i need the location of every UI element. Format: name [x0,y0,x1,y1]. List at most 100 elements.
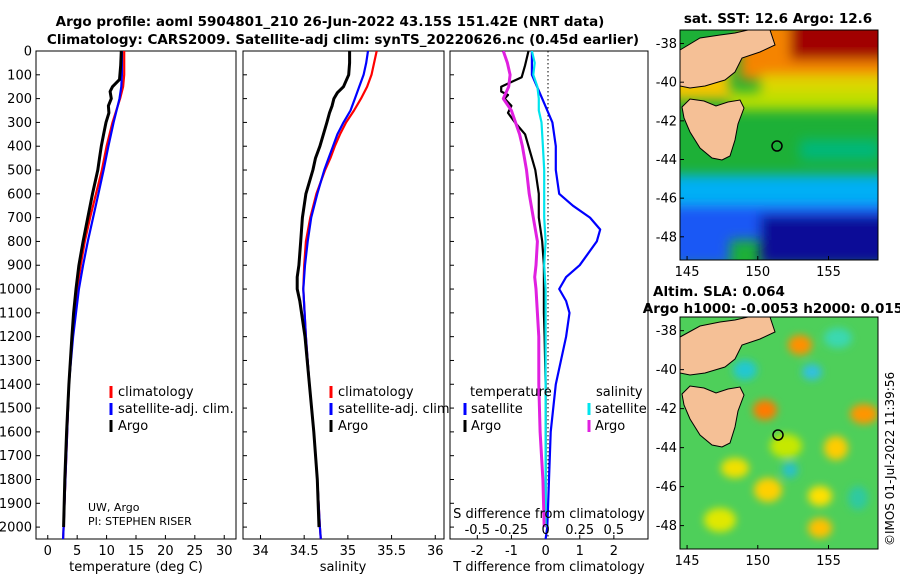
depth-tick-label: 300 [7,116,32,131]
latitude-tick-label: -44 [656,153,677,168]
t-difference-tick-label: 1 [576,544,584,559]
sst-map-ticks: 145 150 155 -38 -40 -42 -44 -46 -48 [656,37,841,280]
t-difference-xlabel: T difference from climatology [452,560,645,575]
sla-map-title: Altim. SLA: 0.064 [653,284,785,300]
difference-panel: -2 -1 0 1 2 T difference from climatology S … [449,50,649,575]
argo-line [295,51,352,528]
sla-map-frame [679,316,879,550]
legend-temperature-heading: temperature [470,385,552,400]
temperature-tick-label: 5 [73,544,81,559]
depth-tick-label: 100 [7,68,32,83]
latitude-tick-label: -46 [656,192,677,207]
legend-argo-label: Argo [338,419,368,434]
salinity-satellite-line [530,51,547,528]
sst-argo-location-marker [771,140,783,152]
latitude-tick-label: -46 [656,480,677,495]
latitude-tick-label: -48 [656,519,677,534]
depth-tick-label: 1300 [0,354,32,369]
sla-map-panel: Altim. SLA: 0.064 Argo h1000: -0.0053 h2… [643,284,900,569]
sla-mainland-coast [679,316,776,376]
depth-tick-label: 1500 [0,402,32,417]
s-difference-tick-label: -0.25 [495,523,529,538]
salinity-series [295,51,378,539]
longitude-tick-label: 155 [816,265,841,280]
depth-tick-label: 200 [7,92,32,107]
depth-tick-label: 1200 [0,330,32,345]
sst-map-panel: sat. SST: 12.6 Argo: 12.6 145 150 155 -38 -4… [656,11,879,280]
depth-tick-label: 600 [7,187,32,202]
temperature-xlabel: temperature (deg C) [69,560,203,575]
latitude-tick-label: -38 [656,37,677,52]
depth-tick-label: 0 [24,45,32,60]
temperature-tick-label: 15 [128,544,145,559]
temperature-panel: 0100200300400500600700800900100011001200… [0,45,237,575]
depth-tick-label: 1100 [0,306,32,321]
t-difference-tick-label: -2 [471,544,484,559]
salinity-axes-frame [242,50,445,540]
temperature-tick-label: 25 [187,544,204,559]
pi-annotation: PI: STEPHEN RISER [88,515,192,528]
temperature-satellite-line [530,51,602,539]
temperature-legend: climatology satellite-adj. clim. Argo [109,385,234,434]
s-difference-tick-label: 0 [541,523,549,538]
figure-title-line2: Climatology: CARS2009. Satellite-adj cli… [47,32,639,48]
sla-tasmania [681,385,745,448]
s-difference-tick-labels: -0.5 -0.25 0 0.25 0.5 [465,523,625,538]
salinity-xlabel: salinity [320,560,367,575]
t-difference-tick-labels: -2 -1 0 1 2 [471,535,618,559]
sla-map-subtitle: Argo h1000: -0.0053 h2000: 0.015 [643,301,900,317]
legend-t-argo-label: Argo [471,419,501,434]
salinity-tick-label: 36 [427,544,444,559]
s-difference-xlabel: S difference from climatology [453,507,645,522]
legend-s-satellite-label: satellite [595,402,647,417]
argo-line [62,51,123,528]
temperature-series [62,51,126,539]
legend-s-argo-label: Argo [595,419,625,434]
latitude-tick-label: -44 [656,441,677,456]
legend-climatology-label: climatology [118,385,194,400]
sla-argo-location-marker [772,429,784,441]
depth-tick-labels: 0 100 200 300 400 500 600 700 800 900 1000 1100 1200… [0,45,40,536]
t-difference-tick-label: 2 [610,544,618,559]
longitude-tick-label: 145 [675,265,700,280]
depth-tick-label: 500 [7,164,32,179]
temperature-axes-frame [35,50,237,540]
depth-tick-label: 700 [7,211,32,226]
depth-tick-label: 1700 [0,449,32,464]
sla-map-ticks: 145 150 155 -38 -40 -42 -44 -46 -48 [656,324,841,569]
s-difference-tick-label: 0.5 [604,523,625,538]
owner-annotation: UW, Argo [88,501,140,514]
depth-tick-label: 1000 [0,283,32,298]
latitude-tick-label: -48 [656,230,677,245]
legend-satellite-label: satellite-adj. clim. [118,402,234,417]
legend-argo-label: Argo [118,419,148,434]
salinity-argo-line [501,51,546,528]
temperature-tick-label: 0 [44,544,52,559]
legend-salinity-heading: salinity [596,385,643,400]
latitude-tick-label: -42 [656,402,677,417]
salinity-legend: climatology satellite-adj. clim. Argo [329,385,454,434]
figure-title-line1: Argo profile: aoml 5904801_210 26-Jun-20… [56,14,605,30]
latitude-tick-label: -38 [656,324,677,339]
legend-t-satellite-label: satellite [471,402,523,417]
salinity-tick-label: 34 [252,544,269,559]
salinity-panel: 34 34.5 35 35.5 36 salinity climatology sate… [242,50,454,575]
latitude-tick-label: -42 [656,114,677,129]
sst-map-frame [679,29,879,261]
longitude-tick-label: 150 [745,554,770,569]
salinity-tick-label: 34.5 [290,544,319,559]
imos-copyright: ©IMOS 01-Jul-2022 11:39:56 [883,372,897,546]
longitude-tick-label: 145 [675,554,700,569]
temperature-tick-label: 20 [157,544,174,559]
difference-depth-ticks [450,50,454,528]
temperature-tick-labels: 0 5 10 15 20 25 30 [44,535,233,559]
depth-tick-label: 900 [7,259,32,274]
sst-tasmania [681,98,745,161]
salinity-depth-ticks [243,50,247,528]
legend-climatology-label: climatology [338,385,414,400]
longitude-tick-label: 155 [816,554,841,569]
longitude-tick-label: 150 [745,265,770,280]
depth-tick-label: 1600 [0,425,32,440]
s-difference-tick-label: -0.5 [465,523,490,538]
